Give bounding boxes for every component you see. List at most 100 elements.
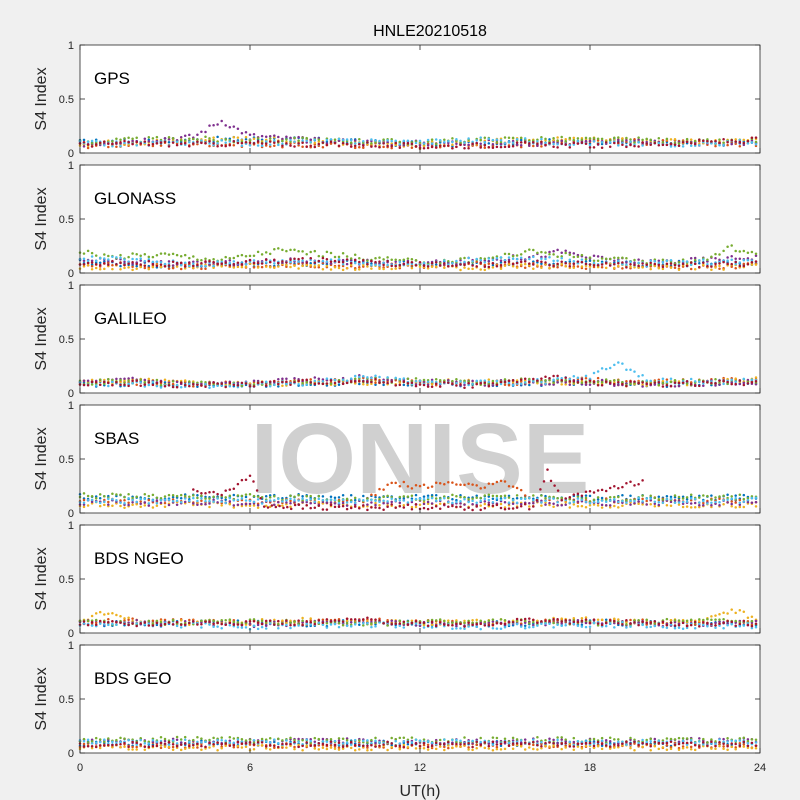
data-point: [487, 262, 491, 265]
data-point: [604, 257, 608, 261]
data-point: [742, 141, 746, 145]
data-point: [540, 504, 543, 507]
data-point: [90, 267, 94, 271]
data-point: [661, 258, 665, 262]
data-point: [139, 142, 142, 145]
data-point: [159, 260, 163, 264]
data-point: [641, 141, 644, 144]
data-point: [147, 255, 151, 259]
data-point: [621, 504, 624, 508]
data-point: [414, 141, 418, 145]
data-point: [135, 379, 138, 382]
data-point: [139, 257, 142, 260]
data-point: [175, 380, 179, 384]
data-point: [604, 367, 608, 371]
data-point: [483, 497, 487, 501]
data-point: [718, 504, 721, 507]
data-point: [374, 145, 377, 148]
data-point: [390, 267, 393, 271]
data-point: [503, 136, 507, 139]
data-point: [147, 502, 151, 505]
data-point: [544, 141, 547, 145]
data-point: [621, 261, 624, 264]
data-point: [459, 257, 462, 260]
data-point: [499, 494, 503, 498]
data-point: [718, 501, 721, 504]
data-point: [689, 256, 693, 260]
data-point: [669, 142, 673, 146]
data-point: [244, 499, 248, 502]
data-point: [438, 502, 442, 505]
data-point: [236, 254, 240, 258]
data-point: [750, 378, 754, 382]
data-point: [479, 136, 482, 139]
data-point: [532, 144, 535, 148]
data-point: [82, 257, 86, 261]
data-point: [523, 140, 527, 144]
data-point: [159, 141, 163, 144]
data-point: [301, 497, 304, 500]
data-point: [592, 140, 596, 143]
data-point: [341, 382, 345, 386]
data-point: [689, 493, 693, 496]
data-point: [742, 500, 746, 503]
data-point: [196, 258, 199, 262]
data-point: [718, 253, 721, 256]
data-point: [200, 264, 203, 268]
data-point: [499, 267, 503, 270]
data-point: [479, 139, 482, 142]
data-point: [402, 377, 406, 380]
data-point: [200, 499, 203, 502]
data-point: [592, 498, 596, 501]
data-point: [414, 384, 418, 388]
data-point: [155, 253, 159, 257]
data-point: [418, 139, 422, 143]
data-point: [637, 264, 640, 268]
data-point: [224, 498, 227, 501]
data-point: [665, 497, 669, 501]
data-point: [451, 147, 454, 150]
data-point: [572, 262, 576, 265]
data-point: [353, 505, 357, 508]
data-point: [82, 259, 86, 262]
data-point: [532, 499, 535, 502]
data-point: [155, 260, 159, 264]
data-point: [208, 260, 211, 263]
data-point: [103, 267, 106, 271]
data-point: [568, 143, 572, 147]
data-point: [718, 267, 721, 271]
data-point: [309, 494, 312, 498]
data-point: [730, 382, 733, 386]
data-point: [430, 496, 434, 500]
data-point: [483, 259, 487, 262]
data-point: [139, 265, 142, 269]
data-point: [309, 506, 312, 510]
data-point: [730, 502, 733, 506]
data-point: [228, 259, 232, 262]
data-point: [503, 141, 507, 145]
data-point: [693, 506, 697, 509]
data-point: [155, 499, 159, 502]
data-point: [232, 125, 236, 128]
data-point: [333, 138, 337, 141]
data-point: [240, 497, 244, 500]
data-point: [366, 380, 369, 384]
data-point: [430, 380, 434, 383]
data-point: [434, 146, 438, 149]
data-point: [200, 262, 203, 265]
data-point: [285, 380, 288, 383]
data-point: [212, 136, 215, 139]
data-point: [204, 500, 207, 503]
data-point: [236, 498, 240, 502]
data-point: [394, 267, 397, 270]
data-point: [637, 483, 640, 486]
data-point: [479, 504, 482, 507]
data-point: [402, 503, 406, 507]
data-point: [592, 254, 596, 257]
data-point: [333, 381, 337, 385]
data-point: [313, 379, 317, 383]
data-point: [600, 499, 604, 502]
data-point: [710, 142, 713, 145]
data-point: [604, 489, 608, 493]
